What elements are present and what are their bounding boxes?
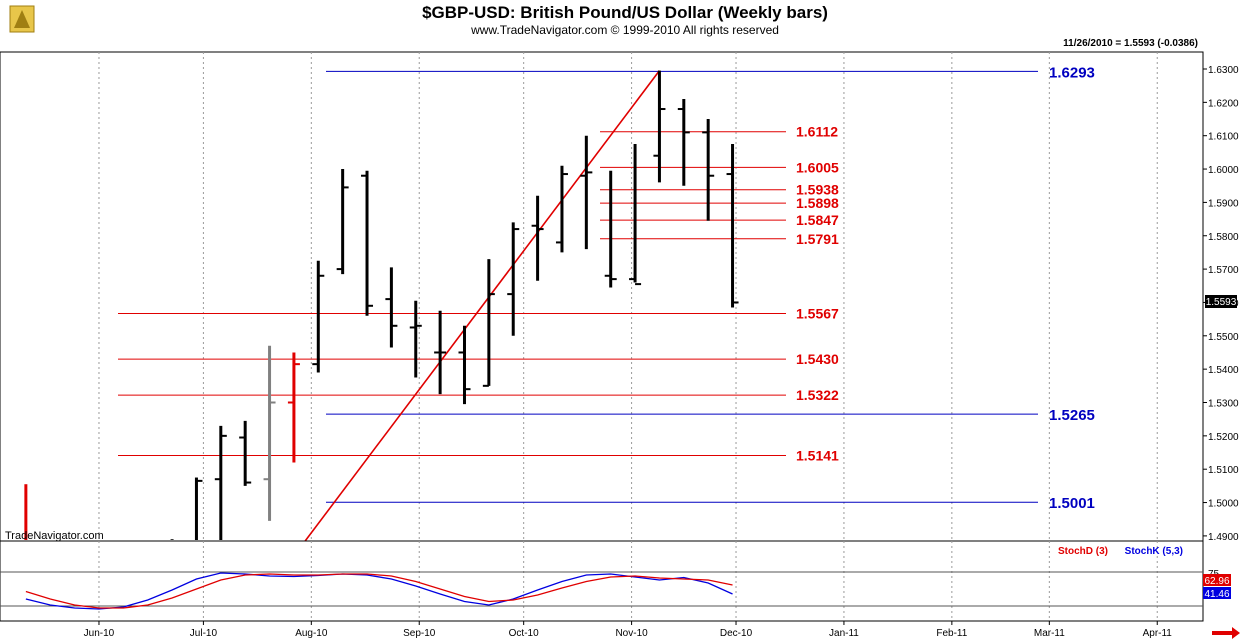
price-axis: 1.4900 1.5000 1.5100 1.5200 1.5300 1.5400 1.55…: [1203, 65, 1239, 543]
fib-label-blue: 1.5265: [1049, 407, 1095, 424]
ohlc-bar: [263, 345, 276, 521]
ohlc-bar: [409, 300, 422, 378]
last-quote: 11/26/2010 = 1.5593 (-0.0386): [1063, 38, 1198, 49]
fib-label-red: 1.5567: [796, 305, 839, 321]
ohlc-bar: [629, 144, 642, 286]
stoch-grid: [0, 541, 1203, 621]
stoch-panel: [0, 540, 1204, 622]
ohlc-bar: [385, 267, 398, 348]
y-tick-label: 1.5000: [1208, 499, 1239, 510]
fib-label-blue: 1.6293: [1049, 64, 1095, 81]
y-tick-label: 1.4900: [1208, 532, 1239, 543]
stochd-line: [25, 573, 733, 609]
chart-title: $GBP-USD: British Pound/US Dollar (Weekl…: [422, 3, 828, 22]
y-tick-label: 1.6300: [1208, 65, 1239, 76]
ohlc-bar: [726, 144, 739, 308]
trend-line: [293, 70, 661, 557]
fib-label-red: 1.5847: [796, 212, 839, 228]
y-tick-label: 1.5700: [1208, 265, 1239, 276]
stochk-line: [25, 572, 733, 610]
x-tick-label: Apr-11: [1143, 628, 1173, 639]
ohlc-bar: [194, 477, 203, 540]
stochd-value-tag: 62.96: [1203, 574, 1231, 587]
stochd-value: 62.96: [1204, 576, 1229, 587]
ohlc-bar: [482, 259, 495, 387]
current-price-box: [1205, 295, 1237, 308]
fib-label-red: 1.6005: [796, 159, 839, 175]
ohlc-bar: [434, 310, 447, 395]
y-tick-label: 1.5100: [1208, 465, 1239, 476]
ohlc-bar: [531, 195, 544, 281]
legend-stochk: StochK (5,3): [1125, 546, 1183, 557]
y-tick-label: 1.6200: [1208, 98, 1239, 109]
y-tick-label: 1.5500: [1208, 332, 1239, 343]
fib-label-blue: 1.5001: [1049, 495, 1095, 512]
fib-label-red: 1.5430: [796, 351, 839, 367]
ohlc-bar: [507, 222, 520, 336]
x-tick-label: Sep-10: [403, 628, 436, 639]
y-tick-label: 1.6100: [1208, 132, 1239, 143]
vertical-grid: [98, 52, 1158, 541]
y-tick-label: 1.5300: [1208, 399, 1239, 410]
ohlc-bar: [555, 165, 568, 253]
x-tick-label: Jun-10: [84, 628, 115, 639]
y-tick-label: 1.5900: [1208, 198, 1239, 209]
fib-label-red: 1.5791: [796, 231, 839, 247]
ohlc-bar: [702, 119, 715, 221]
y-tick-label: 1.5400: [1208, 365, 1239, 376]
current-price-value: 1.5593: [1206, 297, 1237, 308]
stochk-value-box: [1203, 587, 1231, 599]
x-tick-label: Oct-10: [509, 628, 539, 639]
copyright: www.TradeNavigator.com © 1999-2010 All r…: [470, 23, 779, 37]
ohlc-bar: [677, 99, 690, 186]
x-tick-label: Nov-10: [615, 628, 648, 639]
fib-label-red: 1.5938: [796, 182, 839, 198]
x-tick-label: Jan-11: [829, 628, 859, 639]
ohlc-bar: [239, 420, 252, 486]
fib-label-red: 1.5898: [796, 195, 839, 211]
ohlc-bar: [312, 260, 325, 373]
stoch-lines: [25, 572, 733, 610]
ohlc-bar: [653, 70, 666, 183]
stochk-value-tag: 41.46: [1203, 587, 1231, 600]
fib-label-red: 1.6112: [796, 124, 838, 140]
date-axis: Jun-10 Jul-10 Aug-10 Sep-10 Oct-10 Nov-10 Dec-…: [84, 621, 1173, 639]
current-price-tag: 1.5593: [1205, 295, 1237, 308]
stochk-value: 41.46: [1204, 589, 1229, 600]
x-tick-label: Feb-11: [936, 628, 967, 639]
y-tick-label: 1.5200: [1208, 432, 1239, 443]
ohlc-bar: [336, 169, 349, 275]
ohlc-bar: [604, 170, 617, 288]
price-bars: [24, 70, 739, 540]
ohlc-bar: [214, 425, 227, 540]
x-tick-label: Dec-10: [720, 628, 753, 639]
red-arrow-right-icon[interactable]: [1212, 627, 1240, 639]
fib-label-red: 1.5322: [796, 387, 839, 403]
trendline: [293, 70, 661, 557]
legend-stochd: StochD (3): [1058, 546, 1108, 557]
fib-label-red: 1.5141: [796, 448, 839, 464]
ohlc-bar: [580, 135, 593, 250]
logo-mark: [14, 10, 30, 28]
stochd-value-box: [1203, 574, 1231, 586]
ohlc-bar: [361, 170, 374, 316]
ohlc-bar: [458, 325, 471, 405]
x-tick-label: Aug-10: [295, 628, 328, 639]
scroll-right-button[interactable]: [1212, 627, 1240, 639]
x-tick-label: Mar-11: [1034, 628, 1065, 639]
y-tick-label: 1.5800: [1208, 232, 1239, 243]
ohlc-bar: [287, 352, 300, 463]
price-panel: [0, 51, 1204, 542]
x-tick-label: Jul-10: [190, 628, 218, 639]
logo: [9, 5, 35, 33]
y-tick-label: 1.6000: [1208, 165, 1239, 176]
watermark: TradeNavigator.com: [5, 530, 104, 542]
